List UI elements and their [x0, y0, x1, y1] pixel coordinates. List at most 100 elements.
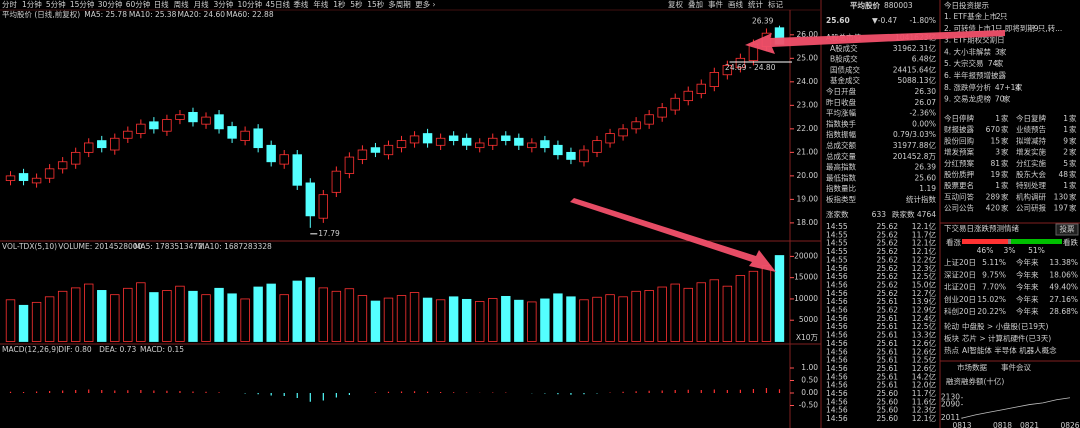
tip-count: 9	[1063, 136, 1068, 145]
tip-label: 业绩预告	[1016, 124, 1046, 134]
tip-label: 今日复牌	[1016, 113, 1046, 123]
tip-label: 特别处理	[1016, 180, 1046, 190]
quote-value: 26.30	[915, 87, 937, 96]
index-20d: 15.02%	[977, 295, 1006, 304]
volume-bar	[657, 286, 667, 342]
tip-item: 只	[1000, 12, 1008, 21]
index-ytd: 49.40%	[1049, 283, 1078, 292]
trade-time: 14:55	[826, 239, 848, 248]
legend-entry: MA5: 1783513472	[134, 242, 203, 251]
y-tick-label: 25.00	[797, 53, 819, 62]
tip-count: 130	[1054, 192, 1069, 201]
y-tick-label: -0.50	[799, 401, 819, 410]
trade-time: 14:56	[826, 322, 848, 331]
tip-count: 2	[1063, 148, 1068, 157]
tip-item[interactable]: 6. 半年报预增披露	[944, 70, 1007, 80]
index-ytd-label: 今年来	[1016, 269, 1039, 279]
tip-item: 家	[999, 46, 1007, 56]
y-tick-label: 26.00	[797, 30, 819, 39]
tip-count: 5	[1063, 159, 1068, 168]
tip-item[interactable]: 3. ETF期权交割日	[944, 35, 1005, 45]
period-tab[interactable]: 年线	[313, 0, 328, 9]
trade-price: 25.61	[877, 314, 899, 323]
tool-button[interactable]: 标记	[768, 0, 783, 9]
period-tab[interactable]: 15分钟	[70, 0, 95, 9]
tip-item[interactable]: 5. 大宗交易	[944, 58, 984, 68]
period-tab[interactable]: 5分钟	[46, 0, 66, 9]
quote-label: 昨日收盘	[826, 97, 856, 107]
period-tab[interactable]: 周线	[174, 0, 189, 9]
tip-item[interactable]: 2. 可转债上市	[944, 23, 992, 33]
period-tab[interactable]: 多周期	[388, 0, 411, 9]
trade-price: 25.62	[877, 280, 899, 289]
tip-item[interactable]: 8. 涨跌停分析	[944, 82, 992, 92]
panel-tab[interactable]: 事件会议	[1001, 362, 1031, 372]
vote-button[interactable]	[1055, 223, 1079, 236]
tool-button[interactable]: 叠加	[688, 0, 703, 9]
tool-button[interactable]: 事件	[708, 0, 723, 9]
vote-label[interactable]: 投票	[1060, 224, 1076, 234]
period-tab[interactable]: 日线	[154, 0, 169, 9]
period-tab[interactable]: 15秒	[367, 0, 385, 9]
stock-name: 平均股价	[850, 0, 880, 10]
tip-unit: 家	[1069, 158, 1077, 168]
period-tab[interactable]: 1秒	[333, 0, 346, 9]
volume-bar	[383, 297, 394, 342]
tip-unit: 家	[1001, 158, 1009, 168]
trade-volume: 12.6亿	[912, 346, 937, 356]
tip-item[interactable]: 4. 大小非解禁	[944, 46, 992, 56]
period-tab[interactable]: 45日线	[265, 0, 290, 9]
quote-label: A股成交	[830, 43, 858, 53]
trade-time: 14:56	[826, 280, 848, 289]
period-tab[interactable]: 分时	[2, 0, 17, 9]
volume-bar	[214, 287, 224, 342]
tip-item: 只,即将到期	[995, 23, 1035, 33]
candle-body	[214, 114, 224, 130]
y-tick-label: 20000	[794, 251, 818, 260]
tool-button[interactable]: 画线	[728, 0, 743, 9]
period-tab[interactable]: 3分钟	[214, 0, 234, 9]
candle-body	[18, 173, 29, 181]
forecast-up: 看涨	[946, 237, 961, 247]
tip-label: 公司研报	[1016, 203, 1046, 213]
index-20d: 5.11%	[982, 258, 1006, 267]
index-ytd-label: 今年来	[1016, 306, 1039, 316]
period-tab[interactable]: 30分钟	[98, 0, 123, 9]
y-tick-label: 1.00	[801, 363, 818, 372]
trade-time: 14:56	[826, 306, 848, 315]
volume-bar	[357, 295, 368, 342]
tool-button[interactable]: 复权	[668, 0, 683, 9]
period-tab[interactable]: 60分钟	[126, 0, 151, 9]
period-tab[interactable]: 月线	[194, 0, 209, 9]
volume-bar	[370, 300, 381, 342]
trade-time: 14:55	[826, 247, 848, 256]
panel-tab[interactable]: 市场数据	[957, 362, 987, 372]
period-tab[interactable]: 10分钟	[237, 0, 262, 9]
volume-bar	[175, 285, 185, 342]
tool-button[interactable]: 统计	[748, 0, 763, 9]
trade-volume: 13.9亿	[912, 296, 937, 306]
period-tab[interactable]: 1分钟	[22, 0, 42, 9]
tip-unit: 家	[1069, 169, 1077, 179]
period-tab[interactable]: 5秒	[350, 0, 363, 9]
volume-bar	[188, 290, 198, 342]
quote-label: 总成交额	[826, 140, 856, 150]
trade-price: 25.62	[877, 289, 899, 298]
period-tab[interactable]: 更多 ›	[415, 0, 435, 9]
volume-bar	[57, 290, 68, 342]
legend-entry: MA20: 24.60	[178, 10, 226, 19]
tip-item[interactable]: 1. ETF基金上市	[944, 11, 998, 21]
trade-price: 25.61	[877, 364, 899, 373]
tip-count: 48	[1058, 170, 1068, 179]
volume-bar	[44, 296, 55, 342]
rotation-value: AI智能体 半导体 机器人概念	[962, 345, 1057, 355]
volume-bar	[266, 283, 276, 342]
tip-item: 1	[991, 24, 996, 33]
candle-body	[566, 151, 576, 160]
trade-time: 14:56	[826, 406, 848, 415]
period-tab[interactable]: 季线	[293, 0, 308, 9]
volume-bar	[110, 294, 120, 342]
tip-unit: 家	[1069, 191, 1077, 201]
tip-item[interactable]: 9. 交易龙虎榜	[944, 94, 992, 104]
tip-unit: 家	[1001, 147, 1009, 157]
